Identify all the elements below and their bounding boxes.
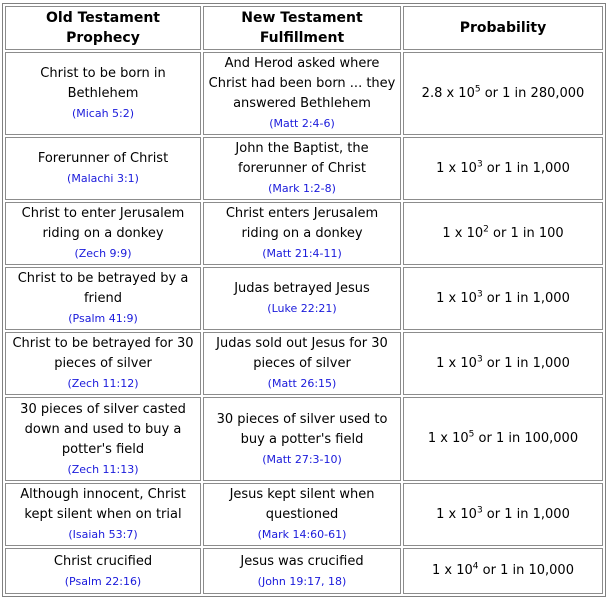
table-row: Christ to be betrayed for 30 pieces of s… (5, 332, 603, 395)
probability-base: 1 x 10 (436, 355, 477, 371)
header-probability: Probability (403, 6, 603, 50)
probability-exponent: 3 (476, 159, 483, 170)
probability-cell: 1 x 103 or 1 in 1,000 (403, 332, 603, 395)
fulfillment-text: Judas betrayed Jesus (234, 281, 370, 296)
scripture-reference-link[interactable]: (Psalm 22:16) (64, 574, 142, 588)
fulfillment-text: And Herod asked where Christ had been bo… (208, 56, 396, 111)
probability-base: 1 x 10 (436, 160, 477, 176)
old-testament-cell: Christ to enter Jerusalem riding on a do… (5, 202, 201, 265)
scripture-reference-link[interactable]: (Malachi 3:1) (67, 172, 139, 185)
old-testament-cell: Christ to be betrayed by a friend (Psalm … (5, 267, 201, 330)
new-testament-cell: Jesus was crucified (John 19:17, 18) (203, 548, 401, 594)
scripture-reference-link[interactable]: (Zech 11:13) (67, 462, 139, 476)
table-row: Forerunner of Christ (Malachi 3:1) John th… (5, 137, 603, 200)
old-testament-cell: Christ to be born in Bethlehem (Micah 5:2… (5, 52, 201, 135)
new-testament-cell: Judas betrayed Jesus (Luke 22:21) (203, 267, 401, 330)
probability-base: 2.8 x 10 (421, 85, 475, 101)
prophecy-table: Old Testament Prophecy New Testament Ful… (2, 3, 606, 597)
probability-exponent: 3 (476, 354, 483, 365)
prophecy-text: Although innocent, Christ kept silent wh… (20, 487, 186, 522)
old-testament-cell: Christ crucified (Psalm 22:16) (5, 548, 201, 594)
table-row: Christ to be betrayed by a friend (Psalm … (5, 267, 603, 330)
probability-odds: or 1 in 1,000 (482, 355, 570, 371)
fulfillment-text: Jesus kept silent when questioned (229, 487, 375, 522)
probability-odds: or 1 in 1,000 (482, 506, 570, 522)
old-testament-cell: Although innocent, Christ kept silent wh… (5, 483, 201, 546)
header-row: Old Testament Prophecy New Testament Ful… (5, 6, 603, 50)
scripture-reference-link[interactable]: (Mark 14:60-61) (257, 528, 347, 541)
scripture-reference-link[interactable]: (Zech 9:9) (74, 247, 132, 260)
prophecy-text: Christ to be betrayed for 30 pieces of s… (12, 336, 194, 371)
fulfillment-text: 30 pieces of silver used to buy a potter… (216, 411, 388, 447)
probability-cell: 2.8 x 105 or 1 in 280,000 (403, 52, 603, 135)
probability-exponent: 3 (476, 505, 483, 516)
scripture-reference-link[interactable]: (Matt 21:4-11) (262, 247, 342, 260)
scripture-reference-link[interactable]: (Matt 27:3-10) (262, 452, 342, 466)
scripture-reference-link[interactable]: (John 19:17, 18) (257, 574, 347, 588)
probability-cell: 1 x 103 or 1 in 1,000 (403, 483, 603, 546)
probability-odds: or 1 in 100,000 (474, 431, 579, 446)
prophecy-text: 30 pieces of silver casted down and used… (20, 401, 186, 457)
fulfillment-text: Judas sold out Jesus for 30 pieces of si… (216, 336, 388, 371)
old-testament-cell: 30 pieces of silver casted down and used… (5, 397, 201, 481)
new-testament-cell: Judas sold out Jesus for 30 pieces of si… (203, 332, 401, 395)
table-row: Christ crucified (Psalm 22:16) Jesus was c… (5, 548, 603, 594)
old-testament-cell: Christ to be betrayed for 30 pieces of s… (5, 332, 201, 395)
probability-odds: or 1 in 100 (488, 225, 564, 241)
probability-exponent: 2 (483, 224, 489, 235)
probability-base: 1 x 10 (436, 506, 477, 522)
probability-cell: 1 x 105 or 1 in 100,000 (403, 397, 603, 481)
fulfillment-text: John the Baptist, the forerunner of Chri… (235, 141, 369, 176)
probability-odds: or 1 in 1,000 (482, 160, 570, 176)
prophecy-text: Christ to be born in Bethlehem (40, 66, 166, 101)
scripture-reference-link[interactable]: (Mark 1:2-8) (268, 182, 336, 195)
table-row: Christ to be born in Bethlehem (Micah 5:2… (5, 52, 603, 135)
scripture-reference-link[interactable]: (Zech 11:12) (67, 377, 139, 390)
probability-cell: 1 x 104 or 1 in 10,000 (403, 548, 603, 594)
scripture-reference-link[interactable]: (Psalm 41:9) (68, 312, 138, 325)
prophecy-text: Forerunner of Christ (37, 151, 169, 166)
scripture-reference-link[interactable]: (Matt 26:15) (267, 377, 337, 390)
probability-odds: or 1 in 1,000 (482, 290, 570, 306)
prophecy-text: Christ to enter Jerusalem riding on a do… (21, 206, 185, 241)
scripture-reference-link[interactable]: (Matt 2:4-6) (269, 117, 335, 130)
probability-exponent: 5 (468, 429, 475, 440)
probability-exponent: 4 (472, 561, 479, 572)
probability-base: 1 x 10 (432, 563, 473, 578)
table-row: 30 pieces of silver casted down and used… (5, 397, 603, 481)
new-testament-cell: Christ enters Jerusalem riding on a donk… (203, 202, 401, 265)
probability-exponent: 5 (474, 84, 481, 95)
table-row: Christ to enter Jerusalem riding on a do… (5, 202, 603, 265)
fulfillment-text: Christ enters Jerusalem riding on a donk… (225, 206, 379, 241)
probability-base: 1 x 10 (442, 225, 484, 241)
probability-base: 1 x 10 (427, 431, 469, 446)
probability-exponent: 3 (476, 289, 483, 300)
header-new-testament: New Testament Fulfillment (203, 6, 401, 50)
new-testament-cell: And Herod asked where Christ had been bo… (203, 52, 401, 135)
prophecy-text: Christ crucified (53, 553, 153, 569)
new-testament-cell: John the Baptist, the forerunner of Chri… (203, 137, 401, 200)
scripture-reference-link[interactable]: (Luke 22:21) (267, 302, 337, 315)
probability-odds: or 1 in 280,000 (480, 85, 585, 101)
fulfillment-text: Jesus was crucified (240, 553, 364, 569)
table-row: Although innocent, Christ kept silent wh… (5, 483, 603, 546)
probability-cell: 1 x 103 or 1 in 1,000 (403, 137, 603, 200)
probability-odds: or 1 in 10,000 (478, 563, 574, 578)
prophecy-text: Christ to be betrayed by a friend (17, 271, 189, 306)
header-old-testament: Old Testament Prophecy (5, 6, 201, 50)
probability-cell: 1 x 103 or 1 in 1,000 (403, 267, 603, 330)
scripture-reference-link[interactable]: (Isaiah 53:7) (68, 528, 138, 541)
probability-base: 1 x 10 (436, 290, 477, 306)
scripture-reference-link[interactable]: (Micah 5:2) (71, 107, 135, 120)
old-testament-cell: Forerunner of Christ (Malachi 3:1) (5, 137, 201, 200)
probability-cell: 1 x 102 or 1 in 100 (403, 202, 603, 265)
new-testament-cell: 30 pieces of silver used to buy a potter… (203, 397, 401, 481)
new-testament-cell: Jesus kept silent when questioned (Mark 1… (203, 483, 401, 546)
